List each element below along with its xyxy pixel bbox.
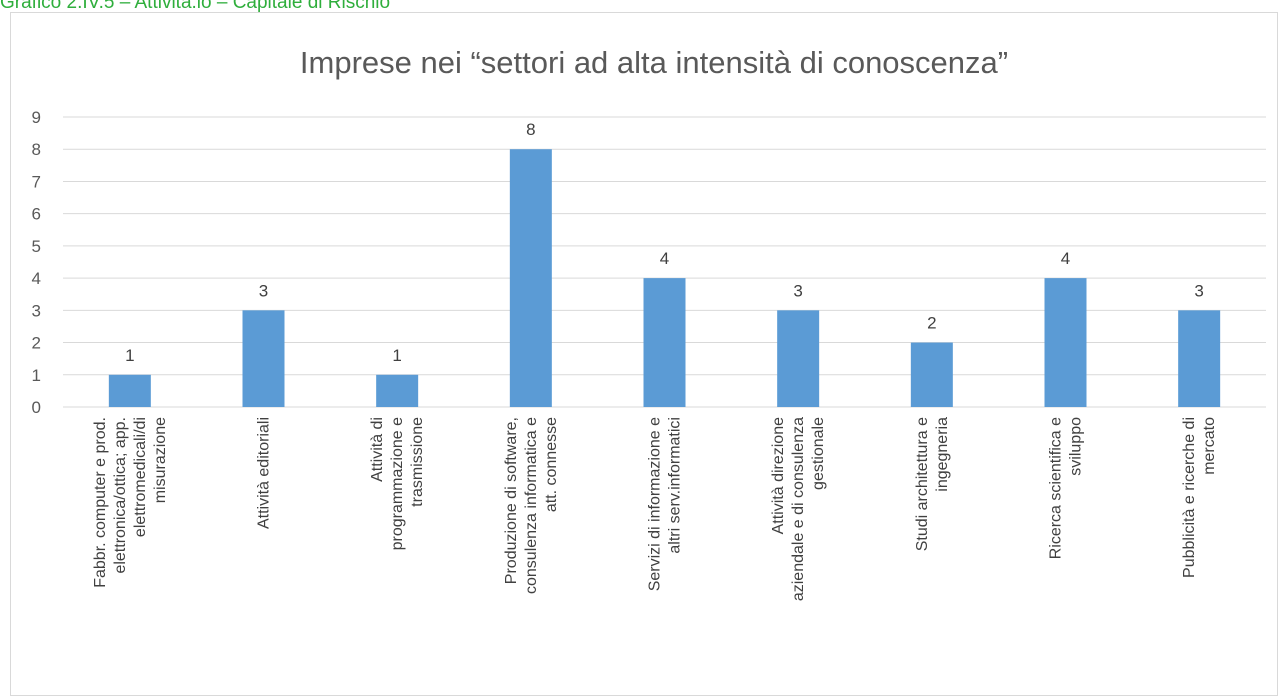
category-label-line: gestionale	[810, 417, 827, 490]
y-tick-label: 4	[32, 269, 41, 288]
x-axis: Fabbr. computer e prod. elettronica/ottic…	[92, 417, 1218, 601]
y-axis: 0 1 2 3 4 5 6 7 8 9	[32, 108, 41, 417]
category-label-line: Servizi di informazione e	[647, 417, 664, 591]
data-label: 2	[927, 314, 936, 333]
y-tick-label: 8	[32, 140, 41, 159]
bar	[1044, 278, 1087, 407]
bar	[242, 310, 285, 407]
data-label: 4	[660, 249, 669, 268]
data-label: 3	[259, 281, 268, 300]
bar	[108, 374, 151, 407]
bar	[1178, 310, 1221, 407]
chart-title: Imprese nei “settori ad alta intensità d…	[300, 45, 1008, 80]
category-label-line: att. connesse	[543, 417, 560, 512]
bar	[777, 310, 820, 407]
category-label-line: trasmissione	[409, 417, 426, 507]
category-label-line: Attività di	[369, 417, 386, 482]
chart-area: Imprese nei “settori ad alta intensità d…	[10, 12, 1278, 696]
data-label: 4	[1061, 249, 1070, 268]
y-tick-label: 0	[32, 398, 41, 417]
category-label-line: mercato	[1201, 417, 1218, 475]
bar	[643, 278, 686, 407]
bar-chart: Imprese nei “settori ad alta intensità d…	[32, 45, 1266, 601]
bar	[509, 149, 552, 407]
category-label: Produzione di software, consulenza inform…	[503, 417, 560, 594]
category-label-line: aziendale e di consulenza	[790, 417, 807, 601]
category-label: Pubblicità e ricerche di mercato	[1181, 417, 1218, 578]
data-label: 3	[793, 281, 802, 300]
category-label-line: consulenza informatica e	[523, 417, 540, 594]
data-label: 3	[1194, 281, 1203, 300]
y-tick-label: 9	[32, 108, 41, 127]
category-label: Studi architettura e ingegneria	[914, 417, 951, 551]
category-label-line: Ricerca scientifica e	[1048, 417, 1065, 559]
y-tick-label: 3	[32, 301, 41, 320]
chart-caption: Grafico 2.IV.5 – Attività.io – Capitale …	[0, 0, 391, 13]
bar	[910, 342, 953, 407]
data-labels: 1 3 1 8 4 3 2 4 3	[125, 120, 1204, 365]
category-label-line: ingegneria	[934, 417, 951, 492]
y-tick-label: 7	[32, 172, 41, 191]
category-label-line: Studi architettura e	[914, 417, 931, 551]
category-label: Ricerca scientifica e sviluppo	[1048, 417, 1085, 559]
category-label: Servizi di informazione e altri serv.info…	[647, 417, 684, 591]
category-label-line: altri serv.informatici	[667, 417, 684, 554]
data-label: 1	[392, 346, 401, 365]
category-label: Fabbr. computer e prod. elettronica/ottic…	[92, 417, 169, 588]
category-label: Attività di programmazione e trasmissione	[369, 417, 426, 551]
category-label-line: Attività direzione	[770, 417, 787, 534]
category-label-line: Fabbr. computer e prod.	[92, 417, 109, 588]
category-label: Attività direzione aziendale e di consule…	[770, 417, 827, 601]
category-label-line: misurazione	[152, 417, 169, 503]
category-label: Attività editoriali	[256, 417, 273, 529]
data-label: 8	[526, 120, 535, 139]
category-label-line: programmazione e	[389, 417, 406, 551]
category-label-line: Attività editoriali	[256, 417, 273, 529]
category-label-line: Pubblicità e ricerche di	[1181, 417, 1198, 578]
y-tick-label: 6	[32, 205, 41, 224]
data-label: 1	[125, 346, 134, 365]
category-label-line: sviluppo	[1068, 417, 1085, 476]
bar	[376, 374, 419, 407]
category-label-line: Produzione di software,	[503, 417, 520, 584]
bars	[108, 149, 1221, 407]
y-tick-label: 2	[32, 334, 41, 353]
y-tick-label: 1	[32, 366, 41, 385]
category-label-line: elettromedicali/di	[132, 417, 149, 537]
category-label-line: elettronica/ottica; app.	[112, 417, 129, 574]
y-tick-label: 5	[32, 237, 41, 256]
